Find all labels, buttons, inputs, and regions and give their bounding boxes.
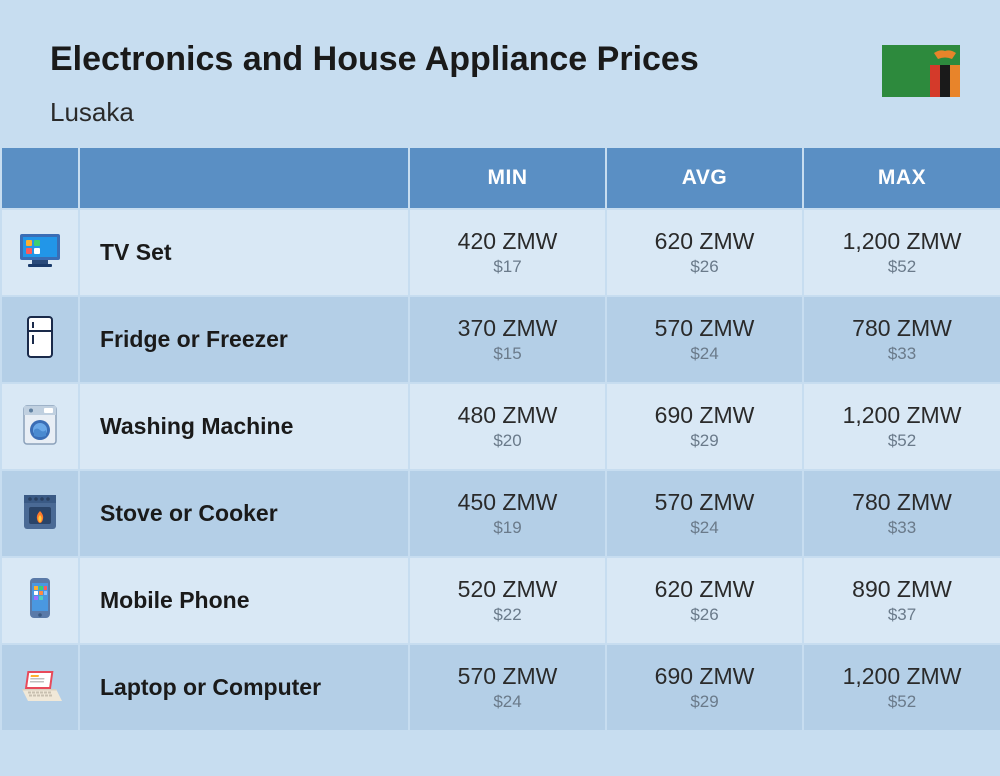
max-cell: 890 ZMW $37 [803,557,1000,644]
min-usd: $20 [420,431,595,451]
avg-zmw: 690 ZMW [617,663,792,690]
avg-cell: 570 ZMW $24 [606,296,803,383]
table-row: Washing Machine 480 ZMW $20 690 ZMW $29 … [1,383,1000,470]
col-name [79,148,409,209]
avg-usd: $29 [617,692,792,712]
avg-zmw: 620 ZMW [617,228,792,255]
item-name: Washing Machine [79,383,409,470]
avg-cell: 570 ZMW $24 [606,470,803,557]
min-cell: 570 ZMW $24 [409,644,606,730]
max-cell: 780 ZMW $33 [803,296,1000,383]
col-min: MIN [409,148,606,209]
avg-cell: 620 ZMW $26 [606,557,803,644]
table-row: Mobile Phone 520 ZMW $22 620 ZMW $26 890… [1,557,1000,644]
avg-usd: $29 [617,431,792,451]
item-name: Fridge or Freezer [79,296,409,383]
min-usd: $17 [420,257,595,277]
max-usd: $52 [814,692,990,712]
phone-icon [1,557,79,644]
min-usd: $22 [420,605,595,625]
avg-usd: $24 [617,518,792,538]
avg-zmw: 690 ZMW [617,402,792,429]
price-table-container: Electronics and House Appliance Prices L… [0,0,1000,730]
city-name: Lusaka [50,97,950,128]
min-usd: $24 [420,692,595,712]
avg-usd: $24 [617,344,792,364]
avg-zmw: 570 ZMW [617,489,792,516]
table-row: Laptop or Computer 570 ZMW $24 690 ZMW $… [1,644,1000,730]
min-cell: 450 ZMW $19 [409,470,606,557]
stove-icon [1,470,79,557]
max-usd: $52 [814,431,990,451]
price-table: MIN AVG MAX TV Set 420 ZMW $17 620 ZMW [0,148,1000,730]
avg-cell: 620 ZMW $26 [606,209,803,296]
avg-cell: 690 ZMW $29 [606,644,803,730]
max-cell: 1,200 ZMW $52 [803,644,1000,730]
max-usd: $37 [814,605,990,625]
col-max: MAX [803,148,1000,209]
avg-usd: $26 [617,605,792,625]
min-cell: 420 ZMW $17 [409,209,606,296]
avg-usd: $26 [617,257,792,277]
min-zmw: 420 ZMW [420,228,595,255]
min-usd: $15 [420,344,595,364]
max-usd: $52 [814,257,990,277]
max-zmw: 1,200 ZMW [814,663,990,690]
avg-zmw: 620 ZMW [617,576,792,603]
item-name: TV Set [79,209,409,296]
table-row: Fridge or Freezer 370 ZMW $15 570 ZMW $2… [1,296,1000,383]
header: Electronics and House Appliance Prices L… [0,0,1000,148]
min-cell: 520 ZMW $22 [409,557,606,644]
item-name: Mobile Phone [79,557,409,644]
max-cell: 1,200 ZMW $52 [803,383,1000,470]
max-usd: $33 [814,518,990,538]
item-name: Stove or Cooker [79,470,409,557]
laptop-icon [1,644,79,730]
min-cell: 480 ZMW $20 [409,383,606,470]
avg-cell: 690 ZMW $29 [606,383,803,470]
min-zmw: 480 ZMW [420,402,595,429]
table-row: Stove or Cooker 450 ZMW $19 570 ZMW $24 … [1,470,1000,557]
max-cell: 780 ZMW $33 [803,470,1000,557]
min-zmw: 450 ZMW [420,489,595,516]
max-zmw: 1,200 ZMW [814,402,990,429]
table-row: TV Set 420 ZMW $17 620 ZMW $26 1,200 ZMW… [1,209,1000,296]
min-zmw: 520 ZMW [420,576,595,603]
max-usd: $33 [814,344,990,364]
header-row: MIN AVG MAX [1,148,1000,209]
max-cell: 1,200 ZMW $52 [803,209,1000,296]
washer-icon [1,383,79,470]
col-icon [1,148,79,209]
max-zmw: 1,200 ZMW [814,228,990,255]
max-zmw: 890 ZMW [814,576,990,603]
max-zmw: 780 ZMW [814,315,990,342]
fridge-icon [1,296,79,383]
min-zmw: 570 ZMW [420,663,595,690]
item-name: Laptop or Computer [79,644,409,730]
min-usd: $19 [420,518,595,538]
avg-zmw: 570 ZMW [617,315,792,342]
tv-icon [1,209,79,296]
page-title: Electronics and House Appliance Prices [50,40,950,79]
min-zmw: 370 ZMW [420,315,595,342]
flag-icon [882,45,960,97]
col-avg: AVG [606,148,803,209]
max-zmw: 780 ZMW [814,489,990,516]
min-cell: 370 ZMW $15 [409,296,606,383]
